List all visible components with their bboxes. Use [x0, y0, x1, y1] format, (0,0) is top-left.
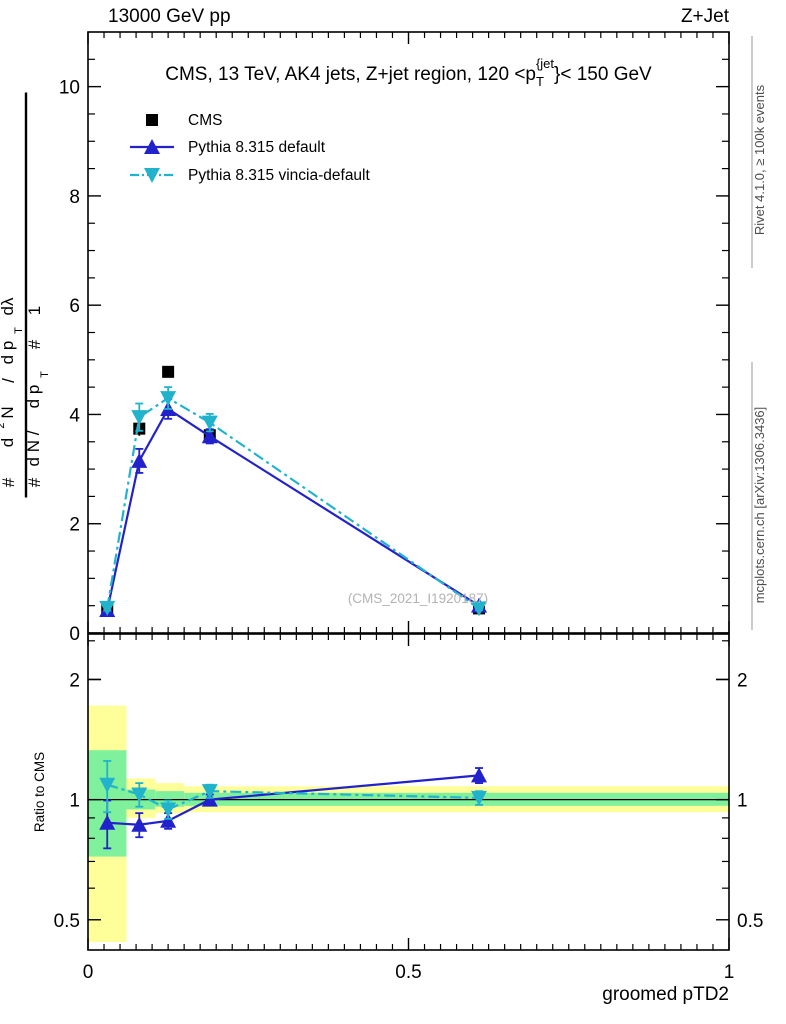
y-label-num-sup: 2 — [0, 422, 7, 428]
ratio-ytick-label-left: 0.5 — [54, 911, 80, 932]
main-ytick-label: 10 — [59, 78, 80, 99]
y-label-den-dn: d N / — [24, 430, 43, 466]
ratio-line — [106, 783, 480, 811]
marker-triangle-up — [160, 812, 177, 828]
y-label-num-dpt-sub: T — [13, 327, 25, 334]
main-xtick-label-2: 1 — [724, 962, 735, 983]
plot-title: CMS, 13 TeV, AK4 jets, Z+jet region, 120… — [165, 56, 652, 89]
legend-label-1: Pythia 8.315 default — [188, 139, 326, 156]
marker-triangle-down — [131, 410, 148, 426]
y-label-den-hash: # — [25, 477, 44, 487]
main-xtick-label-0: 0 — [83, 962, 94, 983]
legend-label-0: CMS — [188, 112, 222, 129]
x-axis-label-text: groomed pTD2 — [602, 984, 729, 1005]
watermark: (CMS_2021_I1920187) — [348, 591, 488, 606]
y-label-num-dlam: dλ — [0, 297, 17, 315]
legend-label-2: Pythia 8.315 vincia-default — [188, 167, 371, 184]
header-right-label: Z+Jet — [681, 6, 730, 27]
marker-square — [146, 114, 158, 126]
series-pythia-8-315-default — [99, 398, 488, 618]
legend: CMS Pythia 8.315 default Pythia 8.315 vinc… — [130, 112, 371, 184]
marker-triangle-up — [99, 814, 116, 830]
x-axis-label: groomed pTD2 — [602, 984, 729, 1005]
ratio-uncertainty-bands — [88, 705, 729, 942]
ratio-ytick-label-right: 0.5 — [737, 911, 763, 932]
ratio-ytick-label-right: 2 — [737, 670, 748, 691]
marker-triangle-down — [160, 391, 177, 407]
series-cms — [101, 365, 486, 615]
marker-triangle-up — [471, 767, 488, 783]
y-label-den-hash2: # — [25, 339, 44, 349]
marker-triangle-up — [144, 139, 160, 154]
main-ytick-label: 2 — [69, 515, 80, 536]
marker-triangle-down — [160, 802, 177, 818]
series-line — [106, 407, 480, 611]
main-ytick-label: 4 — [69, 405, 80, 426]
main-series-layer — [99, 365, 488, 618]
ratio-ytick-label-right: 1 — [737, 791, 748, 812]
ratio-axis-label: Ratio to CMS — [32, 752, 47, 832]
main-xtick-label-1: 0.5 — [395, 962, 421, 983]
main-panel-frame — [87, 31, 730, 634]
y-axis-label: #d2N/d pTdλ#d N /d pT#1 — [0, 92, 51, 498]
side-annotations: Rivet 4.1.0, ≥ 100k events mcplots.cern.c… — [751, 36, 767, 630]
side-label-mcplots: mcplots.cern.ch [arXiv:1306.3436] — [752, 407, 767, 604]
y-label-num-slash: / — [0, 378, 18, 383]
marker-triangle-down — [201, 415, 218, 431]
legend-entry-2 — [130, 168, 174, 183]
main-ytick-label: 0 — [69, 624, 80, 645]
legend-entry-1 — [130, 139, 174, 154]
ratio-series-layer — [99, 760, 488, 850]
marker-triangle-up — [131, 452, 148, 468]
marker-triangle-down — [201, 784, 218, 800]
y-label-num-hash: # — [0, 477, 18, 487]
marker-triangle-down — [99, 777, 116, 793]
legend-entry-0 — [146, 114, 158, 126]
y-label-num-N: N — [0, 406, 17, 418]
y-label-num-d: d — [0, 438, 17, 447]
ratio-ytick-label-left: 2 — [69, 670, 80, 691]
marker-square — [162, 365, 175, 378]
marker-triangle-down — [471, 601, 488, 617]
main-panel: 0 2 4 6 8 10 — [59, 31, 730, 645]
marker-triangle-down — [471, 790, 488, 806]
y-label-num-dpt: d p — [0, 341, 17, 365]
header-left-label: 13000 GeV pp — [108, 6, 231, 27]
main-ytick-label: 8 — [69, 187, 80, 208]
side-label-rivet: Rivet 4.1.0, ≥ 100k events — [752, 84, 767, 235]
marker-triangle-down — [131, 787, 148, 803]
watermark-text: (CMS_2021_I1920187) — [348, 591, 488, 606]
header-row: 13000 GeV pp Z+Jet — [108, 6, 730, 27]
ratio-ytick-label-left: 1 — [69, 791, 80, 812]
marker-triangle-up — [201, 428, 218, 444]
series-pythia-8-315-vincia-default — [99, 386, 488, 617]
y-label-den-dpt: d p — [24, 385, 43, 409]
plot-title-text: CMS, 13 TeV, AK4 jets, Z+jet region, 120… — [165, 56, 652, 89]
marker-triangle-down — [144, 168, 160, 183]
marker-triangle-up — [131, 816, 148, 832]
ratio-panel: 0.5 0.5 1 1 2 2 0 0.5 1 Ratio to CMS — [32, 633, 763, 983]
y-label-den-dpt-sub: T — [39, 371, 51, 378]
marker-triangle-down — [99, 600, 116, 616]
series-line — [106, 396, 480, 610]
ratio-series-pythia-8-315-vincia-default — [99, 760, 488, 820]
y-label-one: 1 — [25, 306, 44, 315]
main-ytick-label: 6 — [69, 296, 80, 317]
